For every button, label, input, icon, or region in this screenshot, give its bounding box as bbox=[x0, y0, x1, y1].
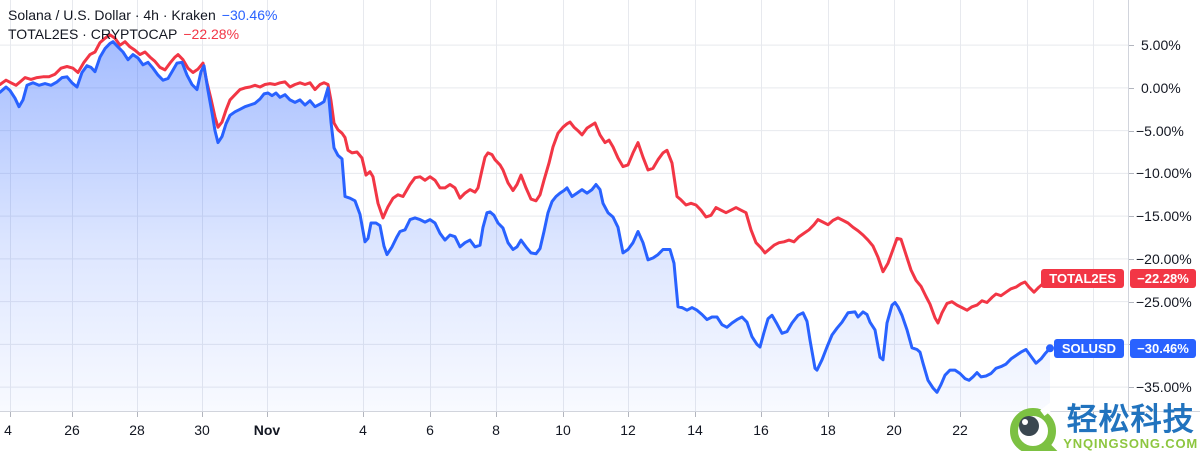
total2es-series-badge: TOTAL2ES bbox=[1041, 268, 1124, 288]
x-axis-label: 4 bbox=[4, 422, 12, 438]
x-axis-label: 4 bbox=[359, 422, 367, 438]
x-axis-label: 12 bbox=[620, 422, 636, 438]
solusd-line bbox=[0, 40, 1052, 394]
y-axis-tick bbox=[1129, 45, 1134, 47]
x-axis-tick bbox=[1093, 412, 1094, 417]
legend-row-solusd[interactable]: Solana / U.S. Dollar · 4h · Kraken −30.46… bbox=[8, 6, 277, 25]
y-axis-label: −15.00% bbox=[1136, 208, 1192, 225]
y-axis-label: −25.00% bbox=[1136, 293, 1192, 310]
x-axis-label: 28 bbox=[129, 422, 145, 438]
x-axis-tick bbox=[894, 412, 895, 417]
legend-symbol-solusd: Solana / U.S. Dollar · 4h · Kraken bbox=[8, 7, 216, 23]
y-axis-label: −35.00% bbox=[1136, 379, 1192, 396]
x-axis-label: 16 bbox=[753, 422, 769, 438]
solusd-price-badge: −30.46% bbox=[1130, 338, 1196, 358]
legend-row-total2es[interactable]: TOTAL2ES · CRYPTOCAP −22.28% bbox=[8, 25, 277, 44]
x-axis-tick bbox=[628, 412, 629, 417]
y-axis-tick bbox=[1129, 216, 1134, 218]
x-axis-label: Nov bbox=[253, 422, 281, 438]
x-axis-label: 30 bbox=[194, 422, 210, 438]
x-axis-label: 26 bbox=[64, 422, 80, 438]
x-axis-tick bbox=[828, 412, 829, 417]
solusd-series-badge: SOLUSD bbox=[1053, 338, 1124, 358]
x-axis-tick bbox=[363, 412, 364, 417]
legend-change-total2es: −22.28% bbox=[183, 26, 240, 42]
solusd-area-fill bbox=[0, 41, 1050, 411]
y-axis-tick bbox=[1129, 301, 1134, 303]
x-axis-tick bbox=[72, 412, 73, 417]
chart-surface[interactable] bbox=[0, 0, 1128, 411]
time-axis[interactable]: 4 26 28 30 Nov 4 6 8 10 12 14 16 18 20 22 bbox=[0, 411, 1200, 451]
x-axis-tick bbox=[695, 412, 696, 417]
solusd-last-price-dot bbox=[1046, 344, 1054, 353]
y-axis-label: −10.00% bbox=[1136, 165, 1192, 182]
y-axis-tick bbox=[1129, 258, 1134, 260]
y-axis-label: 0.00% bbox=[1141, 79, 1181, 96]
total2es-line bbox=[0, 33, 1052, 325]
y-axis-tick bbox=[1129, 387, 1134, 389]
y-axis-tick bbox=[1129, 130, 1134, 132]
qingsong-logo-icon bbox=[1010, 402, 1061, 451]
y-axis-label: −5.00% bbox=[1136, 122, 1184, 139]
watermark-site: YNQINGSONG.COM bbox=[1063, 435, 1198, 451]
x-axis-tick bbox=[10, 412, 11, 417]
x-axis-label: 22 bbox=[952, 422, 968, 438]
y-axis-tick bbox=[1129, 173, 1134, 175]
total2es-price-badge: −22.28% bbox=[1130, 268, 1196, 288]
x-axis-tick bbox=[137, 412, 138, 417]
x-axis-label: 18 bbox=[820, 422, 836, 438]
legend: Solana / U.S. Dollar · 4h · Kraken −30.46… bbox=[8, 6, 277, 44]
y-axis-label: −20.00% bbox=[1136, 250, 1192, 267]
legend-change-solusd: −30.46% bbox=[221, 7, 278, 23]
legend-symbol-total2es: TOTAL2ES · CRYPTOCAP bbox=[8, 26, 178, 42]
x-axis-label: 6 bbox=[426, 422, 434, 438]
x-axis-tick bbox=[496, 412, 497, 417]
x-axis-label: 10 bbox=[555, 422, 571, 438]
x-axis-tick bbox=[430, 412, 431, 417]
site-watermark[interactable]: 轻松科技 YNQINGSONG.COM bbox=[1010, 402, 1198, 451]
y-axis-label: 5.00% bbox=[1141, 37, 1181, 54]
y-axis-tick bbox=[1129, 87, 1134, 89]
watermark-brand: 轻松科技 bbox=[1066, 402, 1195, 438]
x-axis-tick bbox=[267, 412, 268, 417]
x-axis-tick bbox=[761, 412, 762, 417]
x-axis-tick bbox=[960, 412, 961, 417]
x-axis-label: 8 bbox=[492, 422, 500, 438]
x-axis-tick bbox=[563, 412, 564, 417]
x-axis-label: 20 bbox=[886, 422, 902, 438]
x-axis-tick bbox=[202, 412, 203, 417]
x-axis-label: 14 bbox=[687, 422, 703, 438]
watermark-text: 轻松科技 YNQINGSONG.COM bbox=[1063, 404, 1198, 451]
